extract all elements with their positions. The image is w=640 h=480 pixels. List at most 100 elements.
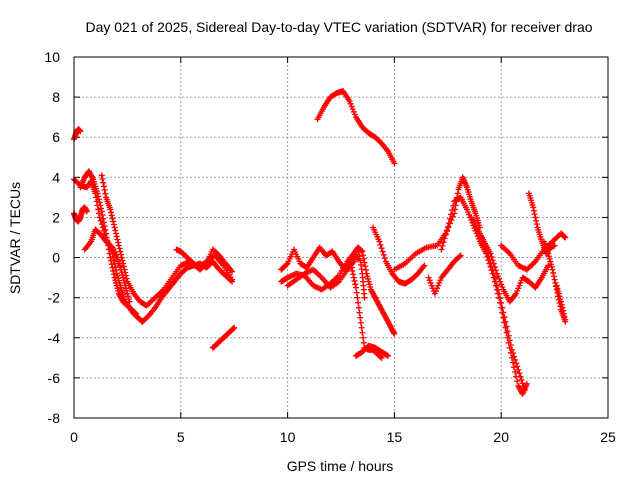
data-point [124,290,131,297]
data-point [356,309,363,316]
data-point [111,274,118,281]
data-point [500,309,507,316]
data-point [499,304,506,311]
x-tick-label: 5 [177,429,185,445]
data-point [122,285,129,292]
data-point [443,228,450,235]
data-point [449,207,456,214]
data-point [532,214,539,221]
data-point [545,253,552,260]
data-point [110,218,117,225]
data-point [122,272,129,279]
data-point [352,284,359,291]
data-point [494,286,501,293]
data-point [481,241,488,248]
data-point [353,289,360,296]
data-point [501,314,508,321]
data-point [100,179,107,186]
data-point [450,202,457,209]
data-point [113,230,120,237]
data-point [464,206,471,213]
data-point [360,255,367,262]
data-point [560,307,567,314]
data-point [376,238,383,245]
data-point [115,242,122,249]
data-point [391,160,398,167]
data-point [227,267,234,274]
data-points [71,88,569,397]
data-point [545,250,552,257]
data-point [562,234,569,241]
data-point [112,227,119,234]
y-tick-label: -4 [48,330,61,346]
data-point [505,332,512,339]
data-point [109,215,116,222]
data-point [518,376,525,383]
data-point [349,267,356,274]
data-point [516,370,523,377]
series-arc-u [525,190,558,257]
data-point [110,221,117,228]
data-point [500,314,507,321]
series-arc-v [498,230,569,273]
data-point [451,210,458,217]
data-point [83,208,90,215]
data-point [95,193,102,200]
data-point [283,261,290,268]
data-point [346,98,353,105]
data-point [377,354,384,361]
data-point [487,259,494,266]
data-point [108,209,115,216]
data-point [132,310,139,317]
data-point [511,364,518,371]
data-point [99,212,106,219]
data-point [112,277,119,284]
data-point [102,226,109,233]
data-point [545,262,552,269]
data-point [350,274,357,281]
data-point [367,283,374,290]
data-point [126,298,133,305]
data-point [523,380,530,387]
y-tick-label: 6 [52,129,60,145]
data-point [533,221,540,228]
data-point [507,342,514,349]
data-point [477,233,484,240]
data-point [378,245,385,252]
data-point [348,103,355,110]
data-point [125,293,132,300]
x-axis-label: GPS time / hours [287,458,394,474]
data-point [360,334,367,341]
data-point [112,263,119,270]
series-arc-x [553,282,569,323]
data-point [365,278,372,285]
data-point [420,263,427,270]
data-point [357,257,364,264]
data-point [113,233,120,240]
data-point [457,252,464,259]
data-point [558,298,565,305]
data-point [512,368,519,375]
data-point [110,267,117,274]
chart-title: Day 021 of 2025, Sidereal Day-to-day VTE… [85,19,592,35]
y-tick-label: 4 [52,169,60,185]
data-point [440,239,447,246]
data-point [113,267,120,274]
data-point [482,243,489,250]
data-point [365,275,372,282]
data-point [349,259,356,266]
data-point [114,285,121,292]
data-point [446,215,453,222]
x-tick-label: 0 [70,429,78,445]
data-point [202,261,209,268]
y-tick-label: -6 [48,370,61,386]
data-point [546,255,553,262]
data-point [347,100,354,107]
data-point [551,276,558,283]
data-point [506,337,513,344]
data-point [437,277,444,284]
data-point [514,378,521,385]
data-point [109,264,116,271]
data-point [357,261,364,268]
data-point [498,281,505,288]
